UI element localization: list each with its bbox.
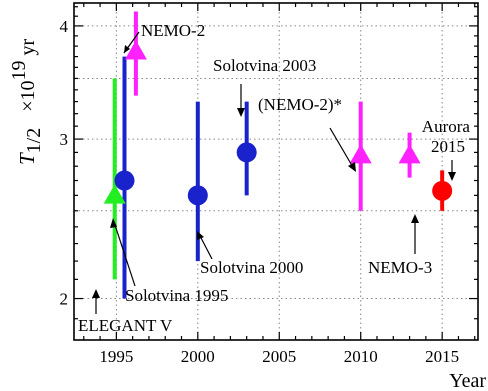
label-nemo-2: NEMO-2 bbox=[141, 21, 205, 40]
label-aurora-2015-line1: Aurora bbox=[422, 117, 471, 136]
arrowhead-nemo-2 bbox=[124, 45, 130, 53]
svg-text:T1/2×1019 yr: T1/2×1019 yr bbox=[8, 38, 45, 165]
marker-aurora-2015 bbox=[432, 180, 453, 201]
x-tick-label-1995: 1995 bbox=[99, 347, 133, 366]
arrow-solotvina-1995 bbox=[113, 221, 136, 287]
marker-solotvina-2003 bbox=[236, 142, 257, 163]
error-bars bbox=[112, 11, 445, 299]
data-markers bbox=[103, 40, 453, 206]
x-tick-label-2015: 2015 bbox=[425, 347, 459, 366]
marker-solotvina-1995 bbox=[114, 170, 135, 191]
label-solotvina-2000: Solotvina 2000 bbox=[200, 258, 303, 277]
label-nemo-2-star: (NEMO-2)* bbox=[258, 95, 342, 114]
label-aurora-2015-line2: 2015 bbox=[431, 137, 465, 156]
arrowhead-solotvina-2003 bbox=[237, 108, 245, 117]
x-axis-title: Year bbox=[449, 370, 486, 391]
label-solotvina-2003: Solotvina 2003 bbox=[213, 56, 316, 75]
marker-elegant-v bbox=[103, 184, 126, 204]
arrowhead-nemo-3 bbox=[411, 214, 419, 223]
arrowhead-solotvina-2000 bbox=[197, 231, 204, 240]
arrow-nemo-2-star bbox=[329, 127, 355, 170]
annotations: NEMO-2 Solotvina 2003 (NEMO-2)* Aurora 2… bbox=[78, 21, 474, 335]
label-aurora-2015: Aurora 2015 bbox=[422, 117, 474, 156]
marker-nemo-2 bbox=[124, 40, 147, 60]
axis-ticks: 1995 2000 2005 2010 2015 2 3 4 bbox=[60, 3, 478, 366]
marker-nemo-3 bbox=[398, 144, 421, 164]
x-tick-label-2000: 2000 bbox=[181, 347, 215, 366]
arrowhead-nemo-2-star bbox=[348, 162, 356, 172]
label-nemo-3: NEMO-3 bbox=[368, 258, 432, 277]
y-tick-label-2: 2 bbox=[60, 290, 69, 309]
arrowhead-aurora-2015 bbox=[448, 172, 456, 181]
x-tick-label-2010: 2010 bbox=[344, 347, 378, 366]
label-solotvina-1995: Solotvina 1995 bbox=[125, 286, 228, 305]
plot-frame bbox=[73, 2, 479, 341]
y-tick-label-3: 3 bbox=[60, 130, 69, 149]
marker-nemo-2-star bbox=[349, 144, 372, 164]
y-axis-title: T1/2×1019 yr bbox=[8, 38, 45, 165]
arrowhead-solotvina-1995 bbox=[110, 218, 117, 228]
x-tick-label-2005: 2005 bbox=[262, 347, 296, 366]
y-tick-label-4: 4 bbox=[60, 17, 69, 36]
label-elegant-v: ELEGANT V bbox=[78, 316, 173, 335]
marker-solotvina-2000 bbox=[187, 185, 208, 206]
arrowhead-elegant-v bbox=[92, 289, 100, 298]
